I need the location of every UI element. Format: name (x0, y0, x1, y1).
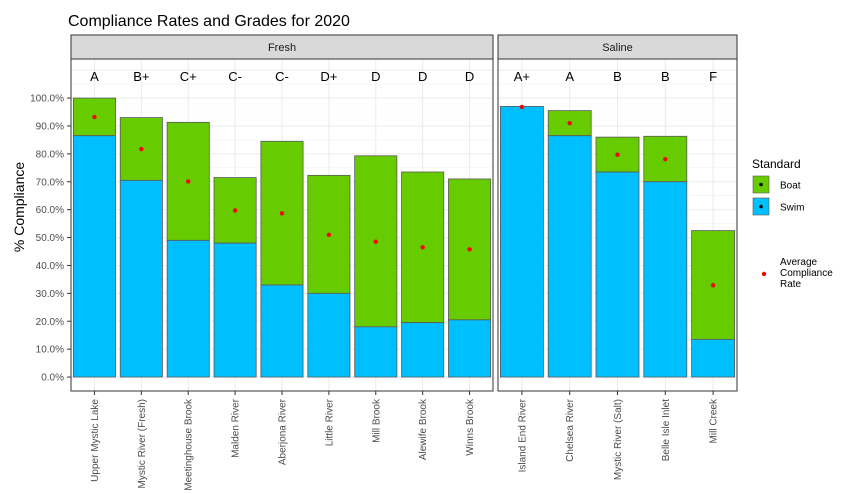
average-point (710, 283, 716, 288)
y-tick-label: 0.0% (41, 373, 64, 384)
x-tick-label: Mill Brook (371, 398, 382, 443)
panel-border (70, 58, 494, 392)
grade-label: C+ (180, 69, 197, 84)
x-tick-label: Mystic River (Salt) (613, 399, 624, 480)
bar-swim (448, 319, 492, 378)
legend-key-dot (759, 182, 763, 187)
legend-key-dot (759, 204, 763, 209)
bar-swim (213, 242, 257, 378)
facet-strip (70, 34, 494, 60)
bar-swim (691, 338, 736, 378)
x-tick-label: Mill Creek (709, 398, 720, 443)
panel-fresh: Fresh A Upper Mystic Lake B+ Mystic River (F… (70, 34, 494, 491)
average-point (420, 245, 425, 250)
legend-label-swim: Swim (780, 203, 804, 214)
y-tick-label: 50.0% (36, 233, 64, 244)
facet-panels: 0.0% 10.0% 20.0% 30.0% 40.0% 50.0% 60.0% 70.0% 8… (30, 34, 738, 491)
average-point (92, 114, 97, 120)
x-tick-label: Meetinghouse Brook (184, 398, 195, 491)
grade-label: A (565, 69, 574, 84)
grade-label: C- (275, 69, 289, 84)
bar-swim (499, 106, 544, 378)
average-point (139, 146, 144, 152)
legend-label-average: Compliance (780, 268, 833, 279)
legend-title: Standard (752, 157, 801, 171)
facet-strip-label: Fresh (268, 42, 296, 54)
panel-saline: Saline A+ Island End River A Chelsea River B M… (497, 34, 738, 480)
y-tick-label: 40.0% (36, 261, 64, 272)
bar-boat (595, 136, 640, 173)
y-tick-label: 10.0% (36, 345, 64, 356)
grade-label: C- (228, 69, 242, 84)
average-point (232, 208, 238, 213)
average-point (567, 120, 572, 126)
grade-label: B+ (133, 69, 149, 84)
bar-swim (354, 326, 398, 378)
grade-label: D (465, 69, 474, 84)
average-point (279, 211, 285, 216)
legend-label-boat: Boat (780, 181, 801, 192)
average-point (186, 179, 191, 184)
x-tick-label: Island End River (517, 398, 528, 472)
y-tick-label: 100.0% (30, 94, 64, 105)
grade-label: D+ (320, 69, 337, 84)
average-point (326, 232, 332, 237)
x-tick-label: Winns Brook (465, 398, 476, 456)
bar-swim (643, 181, 688, 378)
grade-label: A+ (514, 69, 530, 84)
bar-swim (547, 135, 592, 378)
x-tick-label: Upper Mystic Lake (90, 399, 101, 482)
y-tick-label: 90.0% (36, 121, 64, 132)
x-tick-label: Aberjona River (278, 398, 289, 465)
x-tick-label: Alewife Brook (418, 398, 429, 460)
y-tick-label: 80.0% (36, 149, 64, 160)
bar-swim (119, 179, 163, 378)
x-tick-label: Little River (324, 398, 335, 446)
bar-swim (401, 322, 445, 378)
average-point (519, 104, 525, 110)
average-point (467, 247, 472, 252)
bar-swim (72, 135, 116, 378)
legend-label-average: Rate (780, 279, 802, 290)
y-tick-label: 70.0% (36, 177, 64, 188)
average-point (615, 152, 620, 157)
grade-label: F (709, 69, 717, 84)
facet-strip-label: Saline (602, 42, 633, 54)
y-tick-label: 20.0% (36, 317, 64, 328)
grade-label: B (661, 69, 670, 84)
y-tick-label: 60.0% (36, 205, 64, 216)
grade-label: D (371, 69, 380, 84)
grade-label: D (418, 69, 427, 84)
bar-swim (595, 171, 640, 378)
x-tick-label: Malden River (231, 398, 242, 458)
x-tick-label: Belle Isle Inlet (661, 399, 672, 461)
legend-key-average (761, 271, 767, 277)
chart-title: Compliance Rates and Grades for 2020 (68, 13, 350, 30)
y-axis-label: % Compliance (11, 162, 27, 252)
average-point (373, 239, 378, 244)
grade-label: A (90, 69, 99, 84)
grade-label: B (613, 69, 622, 84)
average-point (663, 156, 668, 162)
x-tick-label: Mystic River (Fresh) (137, 399, 148, 488)
legend-label-average: Average (780, 257, 818, 268)
bar-swim (260, 284, 304, 378)
bar-swim (166, 239, 210, 378)
panel-border (497, 58, 738, 392)
facet-strip (497, 34, 738, 60)
x-tick-label: Chelsea River (565, 398, 576, 461)
y-tick-label: 30.0% (36, 289, 64, 300)
bar-swim (307, 292, 351, 378)
